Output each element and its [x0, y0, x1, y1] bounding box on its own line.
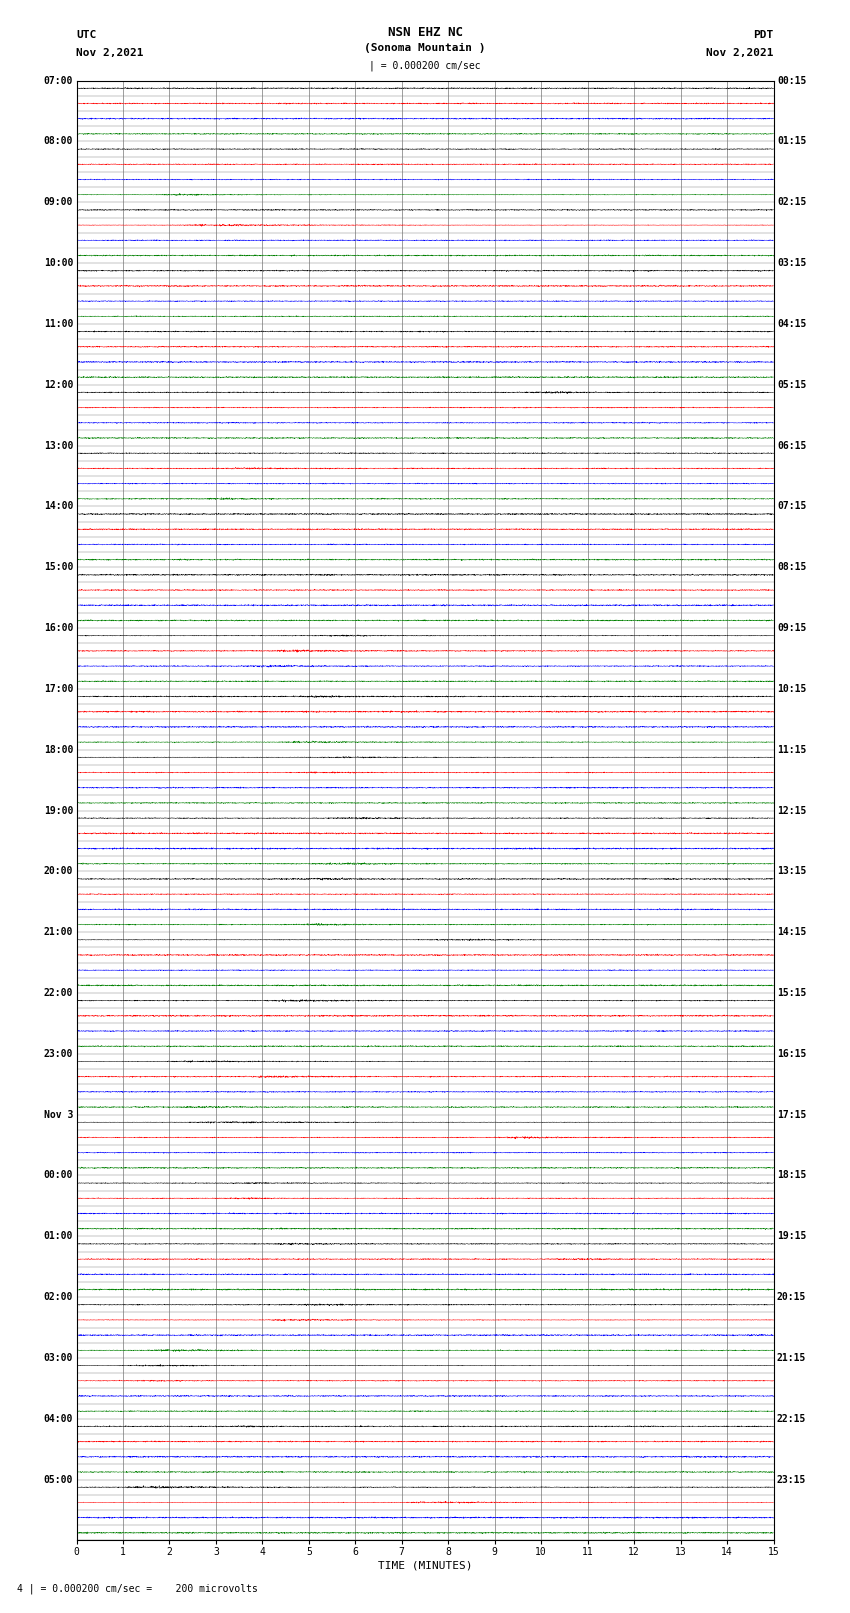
Text: 15:15: 15:15 [777, 989, 807, 998]
Text: 16:15: 16:15 [777, 1048, 807, 1058]
Text: 00:00: 00:00 [43, 1171, 73, 1181]
Text: 22:00: 22:00 [43, 989, 73, 998]
Text: Nov 3: Nov 3 [43, 1110, 73, 1119]
Text: 05:15: 05:15 [777, 379, 807, 390]
Text: 04:00: 04:00 [43, 1413, 73, 1424]
Text: 21:00: 21:00 [43, 927, 73, 937]
Text: 23:15: 23:15 [777, 1474, 807, 1484]
Text: 14:15: 14:15 [777, 927, 807, 937]
Text: Nov 2,2021: Nov 2,2021 [706, 48, 774, 58]
Text: 23:00: 23:00 [43, 1048, 73, 1058]
Text: 4 | = 0.000200 cm/sec =    200 microvolts: 4 | = 0.000200 cm/sec = 200 microvolts [17, 1584, 258, 1594]
Text: 03:00: 03:00 [43, 1353, 73, 1363]
Text: 09:15: 09:15 [777, 623, 807, 632]
Text: 07:00: 07:00 [43, 76, 73, 85]
Text: 17:15: 17:15 [777, 1110, 807, 1119]
Text: 17:00: 17:00 [43, 684, 73, 694]
Text: 08:15: 08:15 [777, 563, 807, 573]
Text: Nov 2,2021: Nov 2,2021 [76, 48, 144, 58]
Text: 11:15: 11:15 [777, 745, 807, 755]
Text: 07:15: 07:15 [777, 502, 807, 511]
Text: 02:15: 02:15 [777, 197, 807, 208]
X-axis label: TIME (MINUTES): TIME (MINUTES) [377, 1560, 473, 1569]
Text: 13:15: 13:15 [777, 866, 807, 876]
Text: 00:15: 00:15 [777, 76, 807, 85]
Text: 13:00: 13:00 [43, 440, 73, 450]
Text: 05:00: 05:00 [43, 1474, 73, 1484]
Text: UTC: UTC [76, 31, 97, 40]
Text: 21:15: 21:15 [777, 1353, 807, 1363]
Text: 22:15: 22:15 [777, 1413, 807, 1424]
Text: PDT: PDT [753, 31, 774, 40]
Text: 09:00: 09:00 [43, 197, 73, 208]
Text: 12:15: 12:15 [777, 805, 807, 816]
Text: 06:15: 06:15 [777, 440, 807, 450]
Text: | = 0.000200 cm/sec: | = 0.000200 cm/sec [369, 61, 481, 71]
Text: 08:00: 08:00 [43, 137, 73, 147]
Text: 19:00: 19:00 [43, 805, 73, 816]
Text: 18:15: 18:15 [777, 1171, 807, 1181]
Text: 18:00: 18:00 [43, 745, 73, 755]
Text: (Sonoma Mountain ): (Sonoma Mountain ) [365, 44, 485, 53]
Text: 01:00: 01:00 [43, 1231, 73, 1242]
Text: 01:15: 01:15 [777, 137, 807, 147]
Text: 14:00: 14:00 [43, 502, 73, 511]
Text: 03:15: 03:15 [777, 258, 807, 268]
Text: 20:00: 20:00 [43, 866, 73, 876]
Text: 02:00: 02:00 [43, 1292, 73, 1302]
Text: 20:15: 20:15 [777, 1292, 807, 1302]
Text: 19:15: 19:15 [777, 1231, 807, 1242]
Text: 11:00: 11:00 [43, 319, 73, 329]
Text: 12:00: 12:00 [43, 379, 73, 390]
Text: 10:15: 10:15 [777, 684, 807, 694]
Text: 04:15: 04:15 [777, 319, 807, 329]
Text: 15:00: 15:00 [43, 563, 73, 573]
Text: 16:00: 16:00 [43, 623, 73, 632]
Text: NSN EHZ NC: NSN EHZ NC [388, 26, 462, 39]
Text: 10:00: 10:00 [43, 258, 73, 268]
